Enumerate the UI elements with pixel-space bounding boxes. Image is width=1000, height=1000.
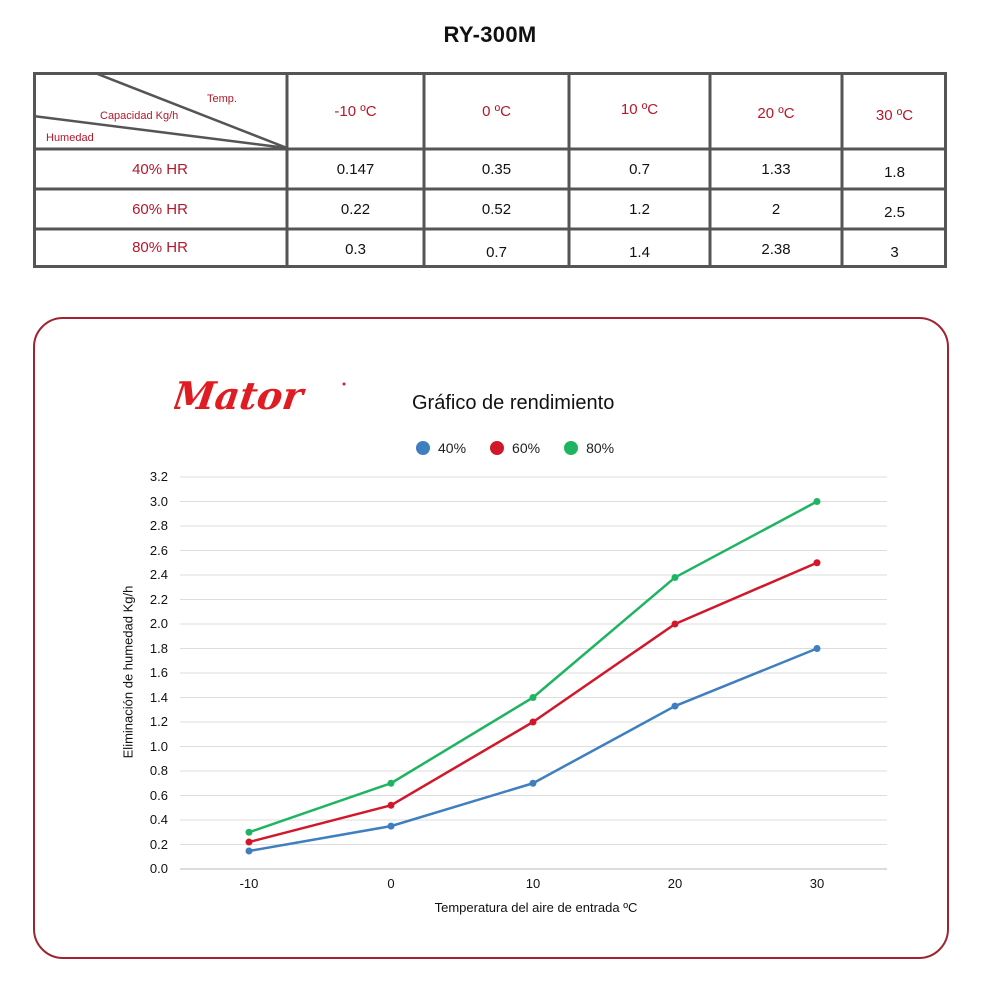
table-cell: 1.4 [629, 243, 650, 261]
y-tick-label: 3.0 [149, 493, 168, 509]
x-axis-label: Temperatura del aire de entrada ºC [434, 900, 638, 915]
gridlines [180, 476, 887, 870]
y-tick-label: 0.4 [149, 812, 168, 827]
y-tick-label: 2.0 [149, 616, 168, 631]
data-point [529, 694, 537, 701]
y-tick-label: 3.2 [149, 469, 168, 484]
legend-dot-icon [490, 441, 505, 455]
row-label-40: 40% HR [132, 160, 188, 178]
table-cell: 3 [890, 243, 899, 261]
table-cell: 1.2 [629, 200, 650, 218]
table-cell: 0.7 [629, 160, 650, 178]
data-point [529, 779, 537, 787]
table-cell: 0.35 [481, 160, 512, 178]
table-cell: 0.7 [486, 243, 507, 261]
y-tick-label: 0.0 [149, 861, 168, 876]
data-point [245, 838, 253, 846]
mator-logo: Mator [174, 376, 346, 418]
corner-humidity-label: Humedad [46, 132, 94, 144]
series-line-60 [248, 561, 818, 844]
y-tick-label: 2.6 [149, 542, 168, 558]
table-grid [33, 72, 947, 268]
capacity-table: Temp. Capacidad Kg/h Humedad -10 ºC 0 ºC… [33, 72, 947, 268]
data-point [813, 559, 821, 567]
y-axis-label: Eliminación de humedad Kg/h [120, 585, 136, 759]
y-tick-label: 1.4 [149, 689, 168, 705]
y-tick-label: 0.8 [149, 763, 168, 778]
y-tick-label: 0.6 [149, 787, 168, 803]
column-header: 20 ºC [757, 105, 795, 122]
data-point [671, 620, 679, 628]
y-tick-label: 1.0 [149, 738, 168, 754]
y-tick-label: 1.2 [149, 714, 168, 729]
data-point [245, 847, 253, 855]
corner-temp-label: Temp. [207, 93, 237, 105]
table-cell: 0.147 [336, 160, 375, 178]
legend-label: 80% [586, 440, 615, 456]
logo-text: Mator [174, 376, 309, 418]
column-header: 30 ºC [875, 107, 914, 124]
table-cell: 1.8 [884, 163, 905, 181]
data-point [245, 828, 253, 836]
chart-legend: 40% 60% 80% [416, 440, 614, 456]
page-title: RY-300M [443, 22, 537, 47]
y-tick-label: 1.8 [149, 640, 168, 656]
chart-title: Gráfico de rendimiento [412, 392, 615, 414]
y-tick-label: 2.2 [149, 591, 168, 607]
column-header: -10 ºC [334, 103, 377, 120]
y-tick-label: 2.8 [149, 518, 168, 533]
legend-label: 60% [512, 440, 541, 456]
x-tick-label: 30 [809, 876, 825, 891]
data-point [529, 718, 537, 726]
x-tick-label: 10 [525, 876, 541, 891]
legend-item-60: 60% [490, 440, 540, 456]
data-point [387, 822, 395, 830]
x-tick-label: 0 [387, 876, 395, 891]
x-tick-label: 20 [667, 876, 683, 891]
chart-card [33, 317, 949, 959]
x-tick-label: -10 [239, 876, 259, 891]
data-point [387, 801, 395, 809]
data-point [671, 702, 679, 710]
table-cell: 0.22 [340, 200, 371, 218]
row-label-60: 60% HR [132, 200, 188, 218]
y-tick-label: 0.2 [149, 836, 168, 852]
table-cell: 0.52 [481, 200, 512, 218]
table-cell: 0.3 [345, 240, 366, 258]
row-label-80: 80% HR [132, 238, 188, 256]
data-point [813, 498, 821, 505]
column-header: 0 ºC [482, 103, 511, 120]
series-lines [245, 498, 821, 855]
table-cell: 2.5 [884, 203, 905, 221]
table-cell: 2.38 [761, 240, 791, 258]
data-point [387, 779, 395, 787]
y-tick-label: 2.4 [149, 567, 168, 582]
data-point [671, 573, 679, 581]
legend-item-80: 80% [564, 440, 614, 456]
legend-dot-icon [416, 441, 430, 455]
data-point [813, 645, 821, 652]
table-cell: 1.33 [761, 160, 791, 178]
table-cell: 2 [771, 200, 781, 218]
corner-capacity-label: Capacidad Kg/h [100, 110, 179, 122]
legend-dot-icon [564, 441, 579, 455]
y-tick-label: 1.6 [149, 665, 168, 680]
column-header: 10 ºC [620, 101, 659, 118]
legend-item-40: 40% [416, 440, 466, 456]
legend-label: 40% [438, 440, 467, 456]
